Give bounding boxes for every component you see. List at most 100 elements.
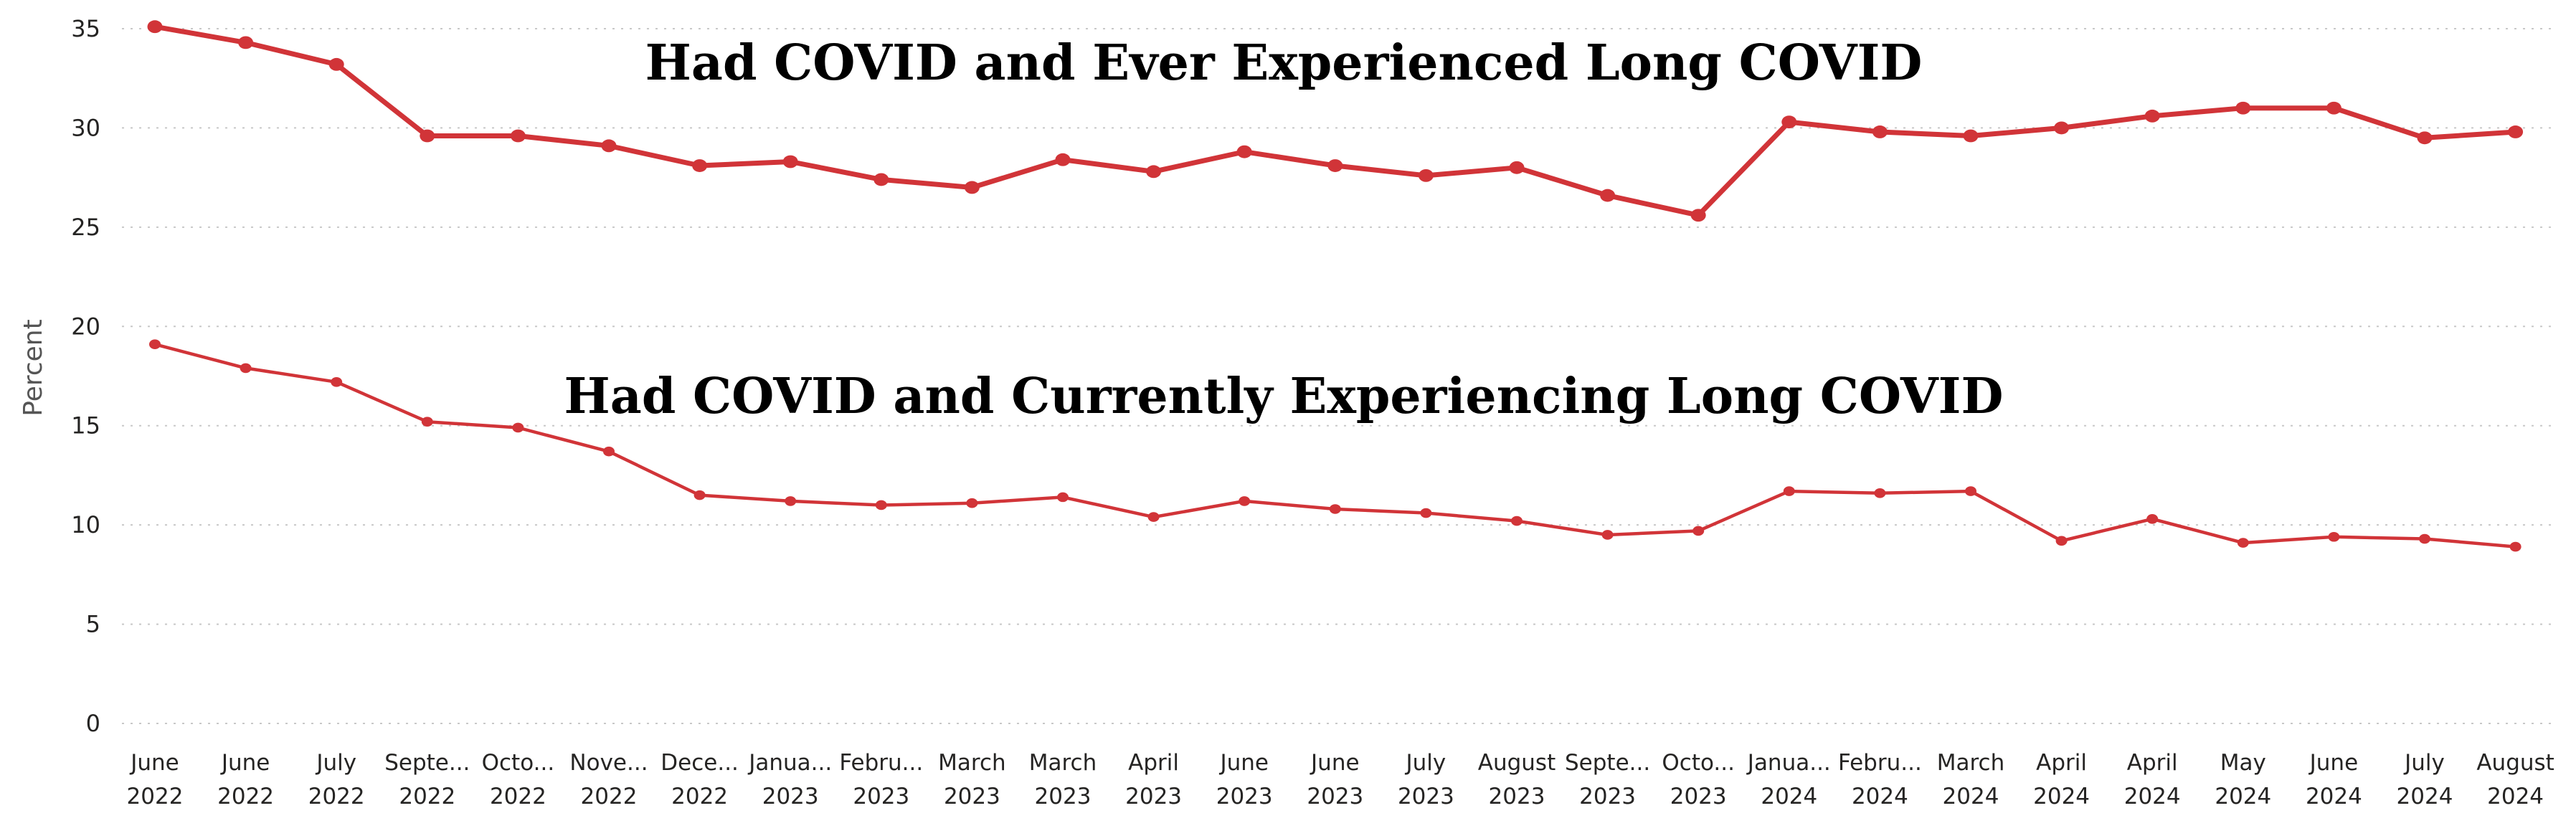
x-tick-label-year: 2024 bbox=[2487, 784, 2544, 809]
y-axis-ticks: 0 5 10 15 20 25 30 35 bbox=[71, 15, 100, 737]
data-point bbox=[240, 363, 252, 374]
data-point bbox=[2146, 514, 2159, 524]
x-tick-label-year: 2023 bbox=[1125, 784, 1182, 809]
x-tick-label-year: 2023 bbox=[1216, 784, 1273, 809]
x-tick-label-month: Nove... bbox=[569, 750, 648, 776]
x-tick-label-year: 2024 bbox=[2124, 784, 2181, 809]
data-point bbox=[1236, 145, 1252, 158]
data-point bbox=[331, 377, 343, 387]
data-point bbox=[2328, 531, 2340, 542]
data-point bbox=[2054, 121, 2070, 135]
data-point bbox=[1781, 115, 1797, 129]
data-point bbox=[1965, 486, 1976, 496]
x-tick-label-month: July bbox=[315, 750, 356, 776]
data-point bbox=[966, 498, 978, 508]
x-tick-label-month: March bbox=[1029, 750, 1097, 776]
data-point bbox=[1690, 209, 1706, 222]
data-point bbox=[2509, 541, 2521, 552]
x-tick-label-year: 2024 bbox=[1852, 784, 1908, 809]
data-point bbox=[1327, 159, 1343, 172]
x-tick-label-month: Febru... bbox=[1838, 750, 1922, 776]
data-point bbox=[238, 36, 254, 49]
data-point bbox=[1420, 508, 1432, 518]
y-tick-label: 35 bbox=[71, 15, 100, 42]
x-tick-label-month: March bbox=[1937, 750, 2005, 776]
x-tick-label-month: June bbox=[129, 750, 179, 776]
data-point bbox=[147, 20, 163, 34]
x-tick-label-year: 2024 bbox=[2397, 784, 2453, 809]
x-tick-label-month: April bbox=[1128, 750, 1179, 776]
x-tick-label-month: July bbox=[1405, 750, 1446, 776]
data-point bbox=[692, 159, 708, 172]
data-point bbox=[782, 155, 798, 168]
x-tick-label-year: 2023 bbox=[1035, 784, 1092, 809]
data-point bbox=[149, 339, 161, 350]
x-tick-label-year: 2024 bbox=[2215, 784, 2271, 809]
x-tick-label-year: 2022 bbox=[490, 784, 546, 809]
data-point bbox=[1692, 526, 1705, 536]
x-tick-label-month: July bbox=[2403, 750, 2445, 776]
data-point bbox=[1147, 512, 1160, 522]
data-point bbox=[1509, 161, 1525, 174]
data-point bbox=[1600, 189, 1616, 202]
data-point bbox=[1511, 516, 1523, 526]
data-point bbox=[1874, 488, 1886, 498]
data-point bbox=[964, 181, 980, 194]
series-0 bbox=[147, 20, 2524, 222]
x-tick-label-year: 2024 bbox=[1761, 784, 1817, 809]
x-tick-label-year: 2022 bbox=[308, 784, 365, 809]
data-point bbox=[875, 500, 887, 510]
x-tick-label-month: June bbox=[1310, 750, 1360, 776]
x-tick-label-year: 2023 bbox=[1398, 784, 1454, 809]
series-label-current-long-covid: Had COVID and Currently Experiencing Lon… bbox=[564, 368, 2004, 425]
y-tick-label: 20 bbox=[71, 313, 100, 340]
x-tick-label-year: 2022 bbox=[581, 784, 638, 809]
data-point bbox=[2508, 125, 2524, 138]
series-1 bbox=[149, 339, 2521, 552]
x-tick-label-month: Septe... bbox=[1565, 750, 1650, 776]
data-point bbox=[328, 57, 344, 71]
data-point bbox=[420, 129, 435, 143]
data-point bbox=[512, 422, 524, 433]
data-point bbox=[1783, 486, 1795, 496]
y-tick-label: 25 bbox=[71, 214, 100, 241]
data-point bbox=[1601, 530, 1614, 540]
x-tick-label-year: 2023 bbox=[1489, 784, 1545, 809]
data-point bbox=[1057, 492, 1069, 503]
x-tick-label-year: 2023 bbox=[1307, 784, 1363, 809]
data-point bbox=[1055, 153, 1071, 166]
y-tick-label: 10 bbox=[71, 511, 100, 538]
x-tick-label-month: June bbox=[1218, 750, 1269, 776]
data-point bbox=[873, 173, 889, 186]
x-tick-label-month: June bbox=[220, 750, 270, 776]
data-point bbox=[693, 490, 706, 500]
data-point bbox=[510, 129, 526, 143]
series-label-ever-long-covid: Had COVID and Ever Experienced Long COVI… bbox=[645, 34, 1923, 92]
data-point bbox=[2144, 109, 2160, 123]
data-point bbox=[1146, 165, 1162, 179]
x-tick-label-year: 2023 bbox=[762, 784, 819, 809]
x-tick-label-month: Octo... bbox=[1662, 750, 1735, 776]
x-tick-label-month: Janua... bbox=[1746, 750, 1831, 776]
x-tick-label-year: 2022 bbox=[671, 784, 728, 809]
x-tick-label-year: 2024 bbox=[1943, 784, 1999, 809]
x-tick-label-year: 2023 bbox=[1670, 784, 1727, 809]
data-point bbox=[2326, 101, 2341, 115]
y-tick-label: 0 bbox=[86, 710, 100, 737]
data-point bbox=[421, 417, 433, 427]
data-point bbox=[785, 496, 797, 506]
x-tick-label-month: June bbox=[2309, 750, 2359, 776]
data-point bbox=[2235, 101, 2251, 115]
data-point bbox=[1239, 496, 1251, 506]
x-tick-label-month: Febru... bbox=[839, 750, 923, 776]
x-tick-label-year: 2023 bbox=[1579, 784, 1636, 809]
data-point bbox=[2419, 533, 2430, 544]
x-tick-label-month: April bbox=[2036, 750, 2087, 776]
data-point bbox=[601, 139, 617, 153]
y-axis-label: Percent bbox=[19, 319, 48, 416]
data-point bbox=[2417, 131, 2433, 145]
x-tick-label-month: March bbox=[938, 750, 1006, 776]
x-tick-label-year: 2022 bbox=[217, 784, 274, 809]
x-tick-label-year: 2023 bbox=[853, 784, 909, 809]
